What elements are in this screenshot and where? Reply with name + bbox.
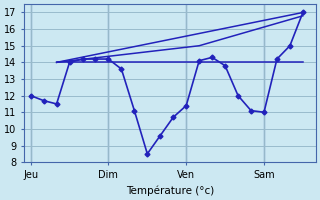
X-axis label: Température (°c): Température (°c) bbox=[126, 185, 214, 196]
